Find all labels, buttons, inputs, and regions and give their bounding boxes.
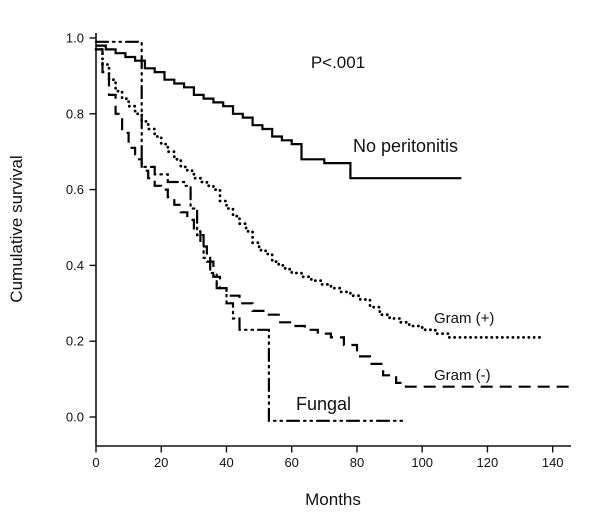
curve-label-gram-positive: Gram (+) (434, 310, 494, 327)
y-tick-label: 1.0 (66, 31, 84, 46)
y-tick-label: 0.6 (66, 182, 84, 197)
x-axis-title: Months (305, 490, 361, 509)
x-tick-label: 80 (350, 455, 364, 470)
curve-label-no-peritonitis: No peritonitis (353, 136, 458, 156)
curve-label-fungal: Fungal (296, 394, 351, 414)
x-tick-label: 40 (219, 455, 233, 470)
survival-curves (94, 40, 569, 422)
curve-label-gram-negative: Gram (-) (434, 367, 491, 384)
y-tick-label: 0.2 (66, 334, 84, 349)
x-tick-label: 20 (154, 455, 168, 470)
tick-marks (89, 37, 554, 453)
y-tick-label: 0.0 (66, 410, 84, 425)
y-tick-label: 0.8 (66, 106, 84, 121)
x-tick-label: 60 (284, 455, 298, 470)
x-tick-label: 120 (477, 455, 499, 470)
y-axis-title: Cumulative survival (7, 155, 26, 302)
series-no-peritonitis (96, 44, 462, 180)
x-tick-label: 140 (542, 455, 564, 470)
x-tick-label: 100 (411, 455, 433, 470)
x-tick-label: 0 (92, 455, 99, 470)
p-value-annotation: P<.001 (311, 53, 365, 72)
series-fungal (94, 40, 407, 422)
y-tick-label: 0.4 (66, 258, 84, 273)
series-gram-+- (94, 48, 541, 339)
chart-labels: Cumulative survival Months P<.001 No per… (7, 31, 564, 510)
axes (89, 33, 571, 453)
series-gram--- (96, 48, 569, 388)
